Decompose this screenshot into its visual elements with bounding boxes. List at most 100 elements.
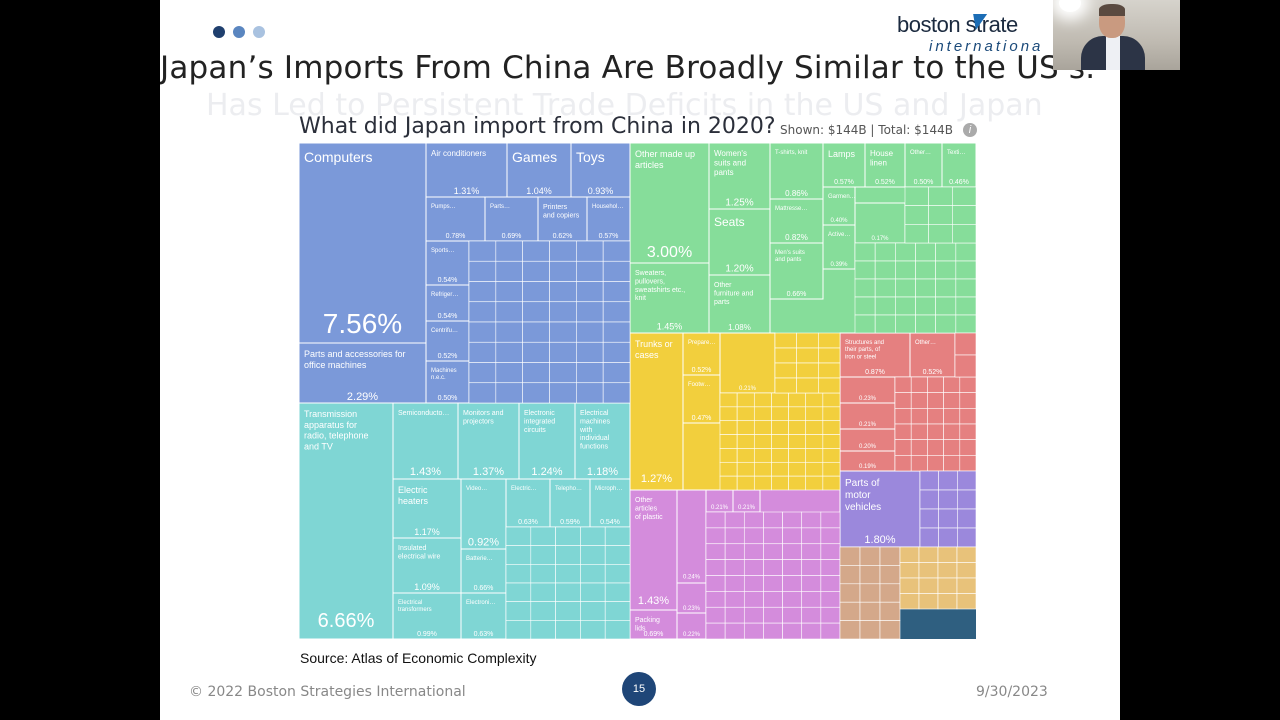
treemap-small-tile[interactable] bbox=[927, 423, 944, 440]
treemap-small-tile[interactable] bbox=[919, 470, 939, 491]
treemap-small-tile[interactable] bbox=[910, 376, 928, 393]
treemap-small-tile[interactable] bbox=[719, 406, 738, 422]
treemap-small-tile[interactable] bbox=[736, 448, 755, 463]
treemap-small-tile[interactable] bbox=[468, 301, 497, 323]
treemap-small-tile[interactable] bbox=[952, 205, 976, 225]
treemap-small-tile[interactable] bbox=[602, 260, 631, 282]
treemap-tile-rect[interactable] bbox=[425, 320, 470, 362]
treemap-tile[interactable]: Electric… 0.63% bbox=[505, 478, 551, 528]
treemap-small-tile[interactable] bbox=[910, 408, 928, 425]
treemap-small-tile[interactable] bbox=[580, 564, 606, 584]
treemap-small-tile[interactable] bbox=[705, 591, 726, 608]
treemap-small-tile[interactable] bbox=[736, 392, 755, 408]
treemap-small-tile[interactable] bbox=[910, 455, 928, 472]
treemap-tile[interactable]: Air conditioners 1.31% bbox=[425, 143, 508, 198]
treemap-small-tile[interactable] bbox=[753, 461, 772, 477]
treemap-small-tile[interactable] bbox=[774, 362, 797, 379]
treemap-small-tile[interactable] bbox=[915, 242, 936, 262]
treemap-tile[interactable]: 0.19% bbox=[839, 450, 896, 472]
treemap-small-tile[interactable] bbox=[801, 543, 822, 560]
treemap-small-tile[interactable] bbox=[771, 475, 789, 491]
treemap-small-tile[interactable] bbox=[805, 475, 824, 491]
treemap-small-tile[interactable] bbox=[894, 392, 912, 409]
treemap-small-tile[interactable] bbox=[927, 439, 944, 456]
treemap-small-tile[interactable] bbox=[854, 242, 876, 262]
treemap-small-tile[interactable] bbox=[788, 448, 807, 463]
treemap-small-tile[interactable] bbox=[822, 406, 841, 422]
treemap-small-tile[interactable] bbox=[604, 545, 631, 565]
treemap-small-tile[interactable] bbox=[782, 559, 803, 576]
treemap-small-tile[interactable] bbox=[736, 406, 755, 422]
treemap-small-tile[interactable] bbox=[894, 376, 912, 393]
treemap-tile-rect[interactable] bbox=[682, 374, 721, 424]
treemap-small-tile[interactable] bbox=[894, 439, 912, 456]
treemap-small-tile[interactable] bbox=[782, 622, 803, 639]
treemap-small-tile[interactable] bbox=[894, 408, 912, 425]
treemap-small-tile[interactable] bbox=[820, 527, 841, 545]
treemap-tile[interactable]: Microph… 0.54% bbox=[589, 478, 631, 528]
treemap-small-tile[interactable] bbox=[495, 301, 523, 323]
treemap-small-tile[interactable] bbox=[505, 526, 532, 546]
treemap-small-tile[interactable] bbox=[549, 382, 577, 404]
treemap-tile-rect[interactable] bbox=[708, 274, 771, 334]
treemap-small-tile[interactable] bbox=[468, 362, 497, 384]
treemap-tile-rect[interactable] bbox=[392, 402, 459, 480]
treemap-tile-rect[interactable] bbox=[629, 262, 710, 334]
treemap-small-tile[interactable] bbox=[801, 606, 822, 624]
treemap-small-tile[interactable] bbox=[580, 545, 606, 565]
treemap-small-tile[interactable] bbox=[874, 242, 896, 262]
treemap-small-tile[interactable] bbox=[522, 382, 550, 404]
treemap-small-tile[interactable] bbox=[724, 543, 745, 560]
treemap-small-tile[interactable] bbox=[743, 622, 764, 639]
treemap-small-tile[interactable] bbox=[763, 591, 783, 608]
treemap-tile[interactable]: Prepare… 0.52% bbox=[682, 332, 721, 376]
treemap-small-tile[interactable] bbox=[956, 562, 976, 579]
treemap-tile-rect[interactable] bbox=[822, 186, 856, 226]
treemap-tile-rect[interactable] bbox=[629, 332, 684, 491]
treemap-small-tile[interactable] bbox=[956, 546, 976, 563]
treemap-small-tile[interactable] bbox=[957, 527, 976, 548]
treemap-small-tile[interactable] bbox=[918, 593, 939, 610]
treemap-small-tile[interactable] bbox=[495, 281, 523, 303]
treemap-small-tile[interactable] bbox=[899, 562, 920, 579]
treemap-small-tile[interactable] bbox=[801, 559, 822, 576]
treemap-small-tile[interactable] bbox=[959, 392, 976, 409]
treemap-small-tile[interactable] bbox=[530, 545, 556, 565]
treemap-small-tile[interactable] bbox=[724, 622, 745, 639]
treemap-tile[interactable]: Refriger… 0.54% bbox=[425, 284, 470, 322]
treemap-small-tile[interactable] bbox=[938, 489, 958, 510]
treemap-tile-rect[interactable] bbox=[460, 478, 507, 550]
treemap-small-tile[interactable] bbox=[918, 562, 939, 579]
treemap-small-tile[interactable] bbox=[763, 606, 783, 624]
treemap-tile[interactable]: Pumps… 0.78% bbox=[425, 196, 486, 242]
treemap-small-tile[interactable] bbox=[771, 392, 789, 408]
treemap-small-tile[interactable] bbox=[895, 242, 916, 262]
treemap-tile[interactable]: Semiconducto… 1.43% bbox=[392, 402, 459, 480]
treemap-small-tile[interactable] bbox=[719, 461, 738, 477]
treemap-tile-rect[interactable] bbox=[392, 592, 462, 639]
treemap-small-tile[interactable] bbox=[957, 470, 976, 491]
treemap-small-tile[interactable] bbox=[879, 546, 901, 566]
treemap-small-tile[interactable] bbox=[927, 392, 944, 409]
treemap-small-tile[interactable] bbox=[894, 455, 912, 472]
treemap-small-tile[interactable] bbox=[805, 420, 824, 435]
treemap-small-tile[interactable] bbox=[753, 392, 772, 408]
treemap-tile-rect[interactable] bbox=[629, 609, 678, 639]
treemap-small-tile[interactable] bbox=[555, 601, 581, 621]
treemap-small-tile[interactable] bbox=[935, 242, 957, 262]
treemap-tile[interactable]: Centrifu… 0.52% bbox=[425, 320, 470, 362]
treemap-small-tile[interactable] bbox=[705, 527, 726, 545]
treemap-small-tile[interactable] bbox=[774, 347, 797, 364]
treemap-small-tile[interactable] bbox=[771, 420, 789, 435]
treemap-small-tile[interactable] bbox=[505, 582, 532, 602]
treemap-small-tile[interactable] bbox=[955, 242, 976, 262]
treemap-tile-rect[interactable] bbox=[460, 548, 507, 594]
treemap-small-tile[interactable] bbox=[602, 321, 631, 343]
treemap-other-block[interactable] bbox=[900, 609, 976, 639]
